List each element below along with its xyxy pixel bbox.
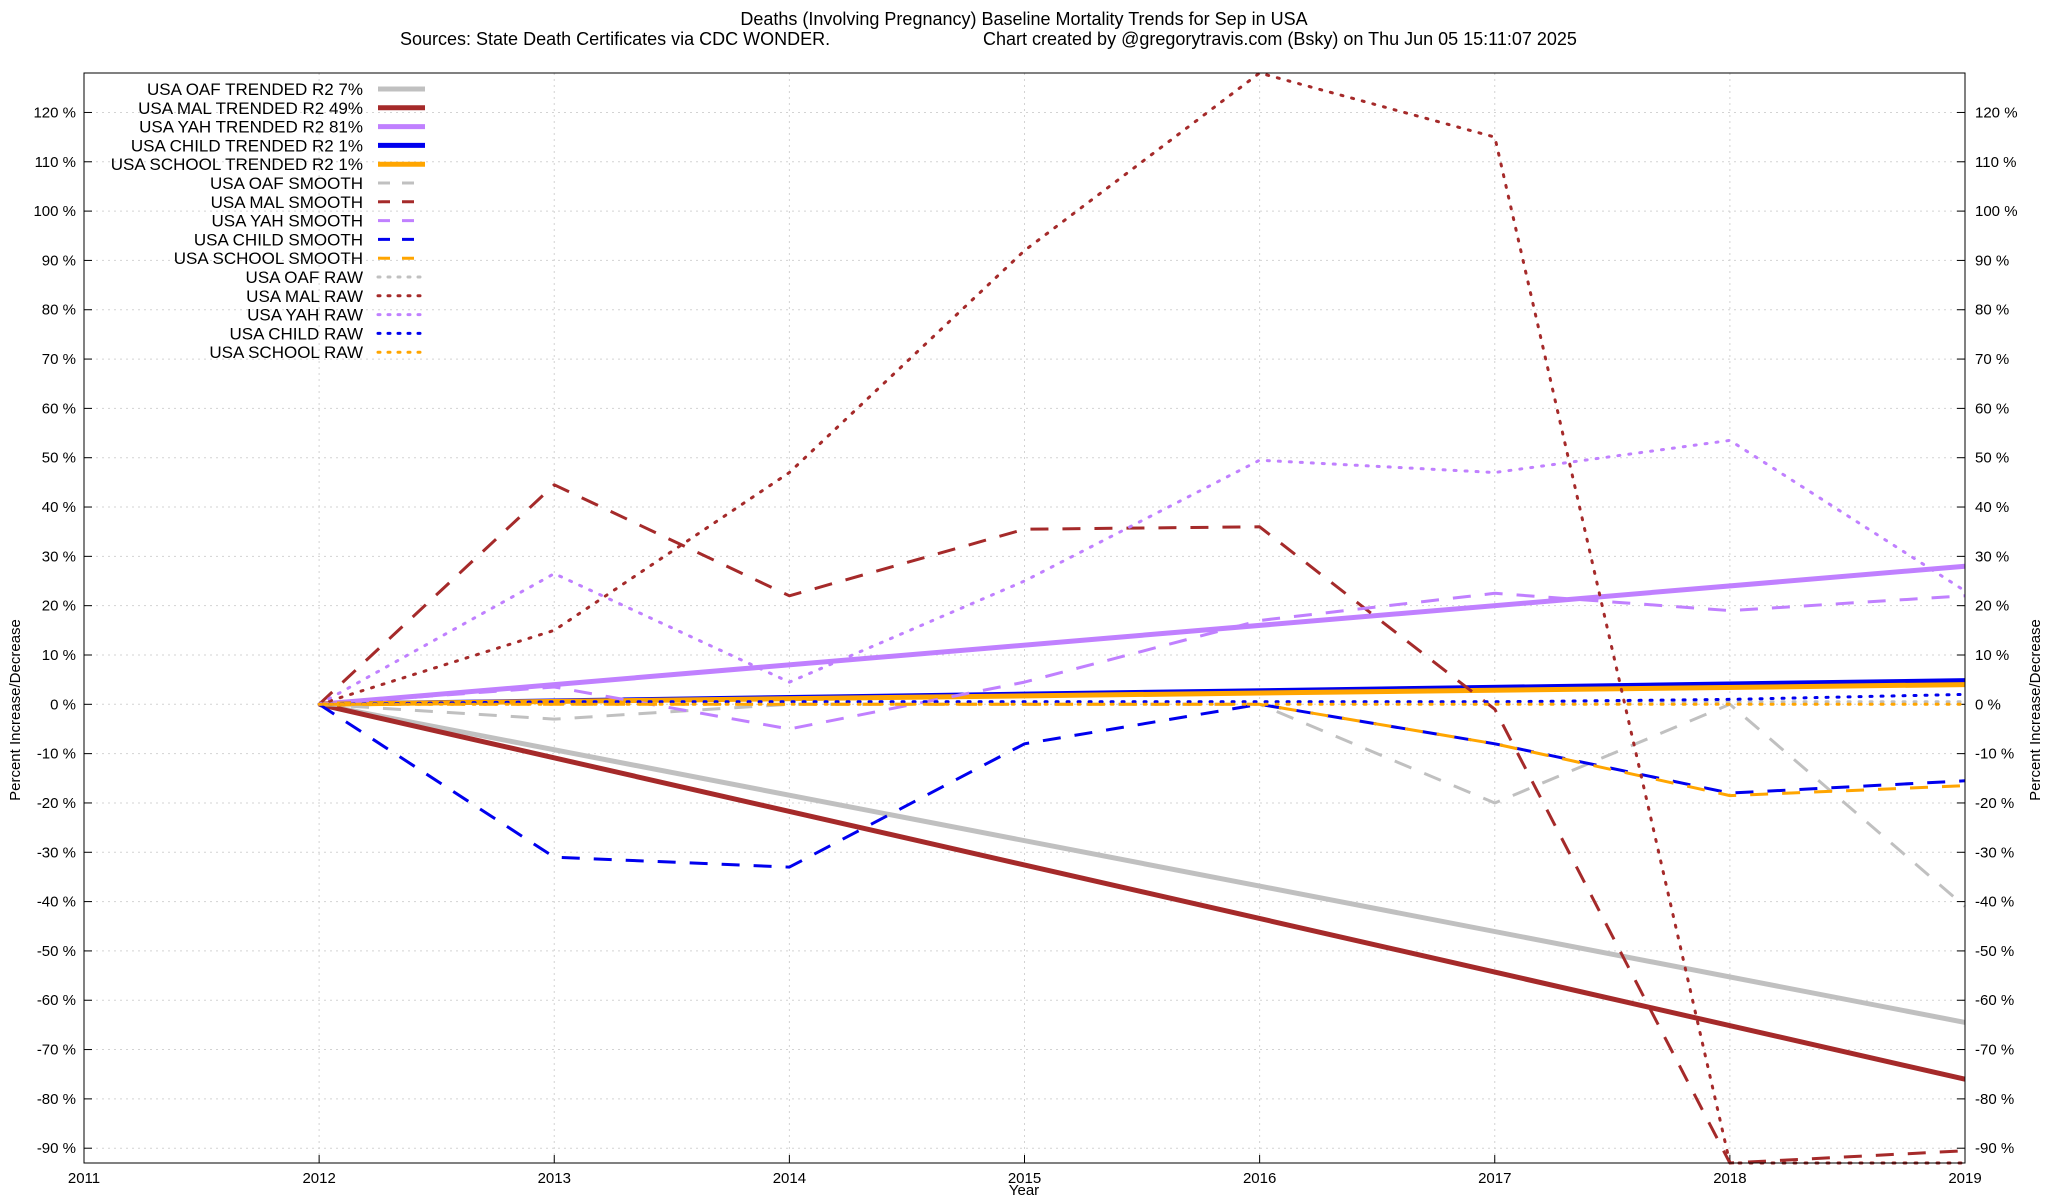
y-tick-label-left: 50 % xyxy=(42,450,76,467)
y-tick-label-left: 100 % xyxy=(33,203,76,220)
series-line-14 xyxy=(317,692,1967,706)
legend-label: USA SCHOOL SMOOTH xyxy=(174,249,363,268)
series-line-6 xyxy=(319,702,1966,908)
x-tick-label: 2013 xyxy=(538,1170,571,1187)
x-axis-title: Year xyxy=(1009,1182,1039,1199)
legend-label: USA MAL SMOOTH xyxy=(211,193,363,212)
y-tick-label-right: -20 % xyxy=(1975,795,2014,812)
y-tick-label-left: 30 % xyxy=(42,548,76,565)
y-tick-label-right: -70 % xyxy=(1975,1042,2014,1059)
series-line-10 xyxy=(319,702,1966,798)
legend-label: USA CHILD SMOOTH xyxy=(194,230,363,249)
legend-label: USA YAH TRENDED R2 81% xyxy=(139,118,363,137)
y-tick-label-left: -90 % xyxy=(37,1140,76,1157)
plot-frame xyxy=(83,72,1966,1164)
series-line-1 xyxy=(318,701,1966,1025)
y-tick-label-right: -80 % xyxy=(1975,1091,2014,1108)
y-tick-label-left: 110 % xyxy=(35,154,76,171)
legend-label: USA MAL RAW xyxy=(246,287,363,306)
legend-label: USA MAL TRENDED R2 49% xyxy=(138,99,363,118)
series-line-12 xyxy=(317,71,1967,1165)
y-tick-label-left: -40 % xyxy=(37,894,76,911)
y-tick-label-left: 70 % xyxy=(42,351,76,368)
y-tick-label-left: -30 % xyxy=(37,844,76,861)
y-tick-label-left: -60 % xyxy=(37,992,76,1009)
legend-label: USA CHILD RAW xyxy=(229,324,363,343)
y-tick-label-right: -40 % xyxy=(1975,894,2014,911)
y-tick-label-right: 50 % xyxy=(1975,450,2009,467)
series-line-9 xyxy=(318,702,1966,869)
chart-subtitle-right: Chart created by @gregorytravis.com (Bsk… xyxy=(983,29,1577,49)
series-line-8 xyxy=(318,591,1966,731)
x-tick-label: 2012 xyxy=(302,1170,335,1187)
y-tick-label-left: 90 % xyxy=(42,252,76,269)
y-tick-label-right: -90 % xyxy=(1975,1140,2014,1157)
x-tick-label: 2016 xyxy=(1243,1170,1276,1187)
y-tick-label-right: 100 % xyxy=(1975,203,2018,220)
y-tick-label-right: 120 % xyxy=(1975,104,2018,121)
x-tick-label: 2019 xyxy=(1948,1170,1981,1187)
legend-label: USA SCHOOL TRENDED R2 1% xyxy=(111,155,363,174)
y-tick-label-right: 80 % xyxy=(1975,302,2009,319)
y-tick-label-right: 20 % xyxy=(1975,598,2009,615)
y-tick-label-right: 10 % xyxy=(1975,647,2009,664)
legend-label: USA OAF RAW xyxy=(246,268,363,287)
y-axis-title-left: Percent Increase/Decrease xyxy=(7,619,24,801)
y-tick-label-left: -20 % xyxy=(37,795,76,812)
x-tick-label: 2011 xyxy=(68,1170,100,1187)
y-tick-label-right: -10 % xyxy=(1975,746,2014,763)
y-tick-label-right: 90 % xyxy=(1975,252,2009,269)
chart-subtitle-left: Sources: State Death Certificates via CD… xyxy=(400,29,830,49)
y-tick-label-left: 20 % xyxy=(42,598,76,615)
legend-label: USA CHILD TRENDED R2 1% xyxy=(131,136,363,155)
x-tick-label: 2015 xyxy=(1008,1170,1041,1187)
x-tick-label: 2018 xyxy=(1713,1170,1746,1187)
legend: USA OAF TRENDED R2 7%USA MAL TRENDED R2 … xyxy=(111,80,427,362)
y-tick-label-left: 10 % xyxy=(42,647,76,664)
legend-label: USA OAF TRENDED R2 7% xyxy=(147,80,363,99)
y-axis-title-right: Percent Increase/Decrease xyxy=(2027,619,2044,801)
y-tick-label-left: -70 % xyxy=(37,1042,76,1059)
y-tick-label-right: -50 % xyxy=(1975,943,2014,960)
x-tick-label: 2017 xyxy=(1478,1170,1511,1187)
y-tick-label-left: -10 % xyxy=(37,746,76,763)
chart-title: Deaths (Involving Pregnancy) Baseline Mo… xyxy=(740,9,1307,29)
y-tick-label-right: 40 % xyxy=(1975,499,2009,516)
y-tick-label-left: 80 % xyxy=(42,302,76,319)
y-tick-label-left: -80 % xyxy=(37,1091,76,1108)
series-line-13 xyxy=(317,438,1967,706)
legend-label: USA SCHOOL RAW xyxy=(209,343,363,362)
y-tick-label-left: -50 % xyxy=(37,943,76,960)
y-tick-label-left: 0 % xyxy=(50,696,76,713)
series-line-3 xyxy=(318,563,1966,707)
plot-series xyxy=(317,71,1967,1165)
y-tick-label-left: 60 % xyxy=(42,400,76,417)
y-tick-label-left: 40 % xyxy=(42,499,76,516)
series-line-7 xyxy=(318,483,1966,1165)
y-tick-label-right: 70 % xyxy=(1975,351,2009,368)
legend-label: USA OAF SMOOTH xyxy=(210,174,363,193)
legend-label: USA YAH RAW xyxy=(247,306,363,325)
series-line-2 xyxy=(318,701,1966,1082)
legend-label: USA YAH SMOOTH xyxy=(212,212,363,231)
y-tick-label-right: -60 % xyxy=(1975,992,2014,1009)
y-tick-label-left: 120 % xyxy=(33,104,76,121)
y-tick-label-right: -30 % xyxy=(1975,844,2014,861)
y-tick-label-right: 30 % xyxy=(1975,548,2009,565)
x-tick-label: 2014 xyxy=(773,1170,806,1187)
axis-ticks: -90 % -90 % -80 % -80 % -70 % -70 % -60 % -60 %… xyxy=(33,104,2017,1187)
y-tick-label-right: 60 % xyxy=(1975,400,2009,417)
y-tick-label-right: 0 % xyxy=(1975,696,2001,713)
y-tick-label-right: 110 % xyxy=(1975,154,2016,171)
